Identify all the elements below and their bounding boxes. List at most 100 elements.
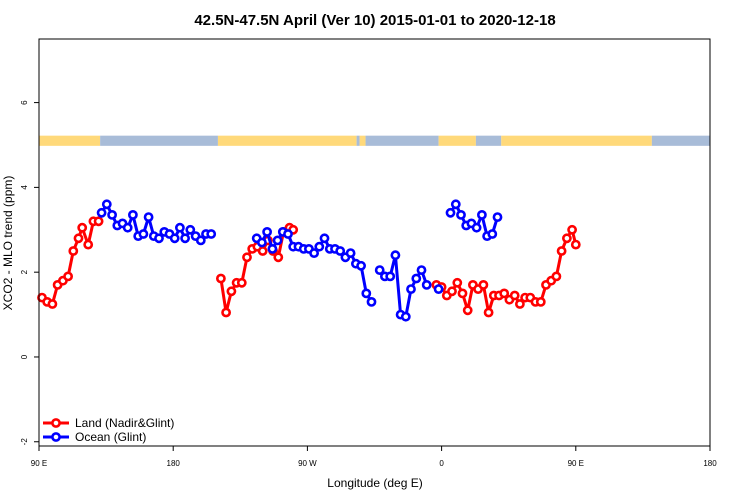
legend: Land (Nadir&Glint)Ocean (Glint) (43, 416, 174, 444)
strip-segment-ocean (365, 135, 439, 146)
data-point (385, 271, 396, 282)
data-point (411, 273, 422, 284)
legend-marker (51, 418, 61, 428)
data-point (471, 222, 482, 233)
series-land (37, 216, 581, 318)
data-point (273, 252, 284, 263)
data-point (236, 277, 247, 288)
series-layer (37, 199, 581, 322)
data-point (47, 299, 58, 309)
data-point (77, 222, 88, 233)
y-tick-label: 4 (20, 185, 29, 190)
data-point (366, 296, 377, 307)
strip-segment-land (501, 135, 652, 146)
data-point (492, 212, 503, 222)
y-tick-label: 0 (20, 354, 29, 359)
data-point (445, 207, 456, 218)
legend-label: Land (Nadir&Glint) (75, 416, 174, 430)
data-point (319, 233, 330, 244)
data-point (127, 209, 138, 220)
data-point (570, 239, 581, 250)
data-point (68, 246, 79, 256)
data-point (267, 243, 278, 254)
x-tick-label: 180 (703, 459, 717, 468)
data-point (374, 265, 385, 275)
y-tick-label: -2 (20, 438, 29, 446)
data-point (452, 277, 463, 288)
data-point (83, 239, 94, 250)
data-point (450, 199, 461, 210)
strip-segment-ocean (100, 135, 218, 146)
strip-segment-ocean (475, 135, 502, 146)
data-point (195, 235, 206, 246)
data-point (456, 209, 466, 220)
strip-segment-ocean (651, 135, 710, 146)
data-point (93, 216, 104, 227)
x-tick-label: 90 W (298, 459, 317, 468)
data-point (256, 237, 267, 248)
data-point (143, 212, 154, 222)
data-point (206, 229, 217, 239)
x-tick-label: 90 E (31, 459, 47, 468)
x-axis: 90 E 180 90 W 0 90 E 180 (31, 446, 717, 468)
data-point (483, 307, 494, 318)
x-tick-label: 90 E (568, 459, 584, 468)
series-line (378, 253, 429, 319)
data-point (96, 207, 107, 218)
strip-segment-land (217, 135, 357, 146)
data-point (400, 311, 411, 322)
data-point (226, 286, 237, 297)
data-point (283, 229, 293, 239)
plot-frame (38, 38, 711, 447)
data-point (447, 286, 457, 297)
data-point (462, 305, 473, 316)
data-point (509, 290, 520, 301)
data-point (262, 226, 272, 237)
data-point (478, 279, 489, 290)
data-point (515, 299, 525, 309)
data-point (101, 199, 112, 210)
data-point (309, 248, 319, 258)
strip-segment-land (438, 135, 476, 146)
data-point (562, 233, 572, 244)
data-point (154, 233, 164, 244)
y-axis-label: XCO2 - MLO trend (ppm) (1, 176, 15, 311)
data-point (499, 288, 510, 299)
strip-segment-ocean (356, 135, 360, 146)
data-point (457, 288, 468, 299)
data-point (335, 246, 346, 256)
data-point (314, 241, 325, 252)
y-tick-label: 2 (20, 269, 29, 274)
data-point (535, 296, 546, 307)
data-point (169, 233, 180, 244)
x-tick-label: 0 (439, 459, 444, 468)
legend-marker (51, 432, 61, 442)
data-point (433, 284, 444, 294)
legend-label: Ocean (Glint) (75, 430, 146, 444)
data-point (107, 209, 117, 220)
data-point (416, 265, 427, 275)
strip-segment-land (359, 135, 366, 146)
data-point (242, 252, 252, 263)
data-point (185, 224, 196, 235)
data-point (556, 246, 567, 256)
data-point (138, 229, 149, 239)
data-point (345, 248, 356, 258)
data-point (551, 271, 562, 282)
data-point (73, 233, 84, 244)
data-point (567, 224, 577, 235)
data-point (421, 279, 432, 290)
data-point (63, 271, 73, 282)
data-point (257, 246, 268, 256)
data-point (361, 288, 372, 299)
data-point (390, 250, 401, 261)
surface-strip (39, 135, 710, 146)
series-ocean (96, 199, 503, 322)
data-point (180, 233, 190, 244)
strip-segment-land (39, 135, 101, 146)
data-point (122, 222, 133, 233)
x-axis-label: Longitude (deg E) (327, 476, 422, 490)
data-point (174, 222, 185, 233)
chart-title: 42.5N-47.5N April (Ver 10) 2015-01-01 to… (194, 12, 555, 29)
